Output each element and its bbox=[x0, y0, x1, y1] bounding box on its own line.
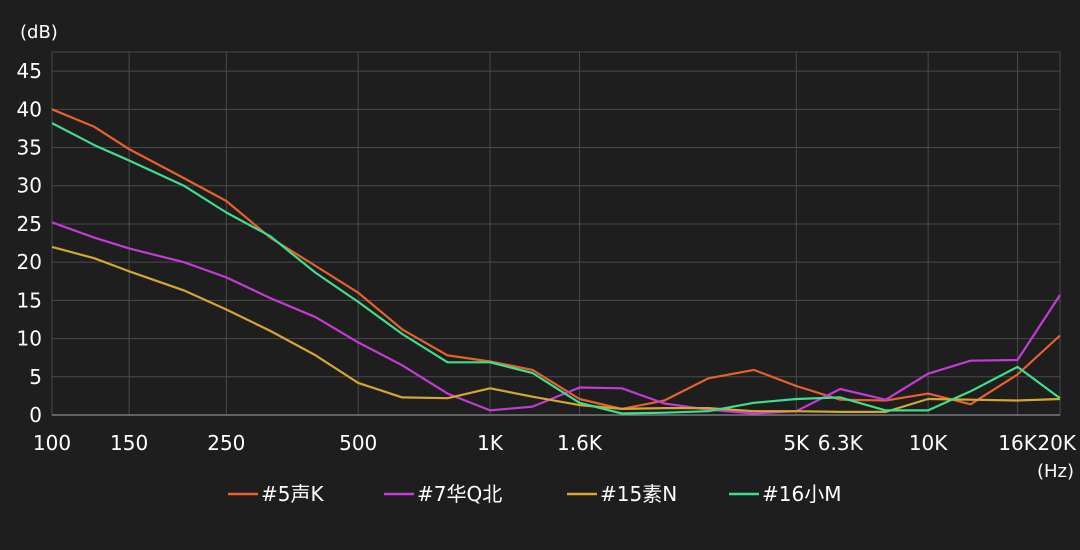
y-tick-label: 35 bbox=[17, 136, 42, 160]
x-tick-label: 20K bbox=[1037, 431, 1076, 455]
y-tick-label: 25 bbox=[17, 212, 42, 236]
y-tick-label: 40 bbox=[17, 97, 42, 121]
x-tick-label: 16K bbox=[998, 431, 1037, 455]
y-axis-label: (dB) bbox=[20, 22, 58, 43]
x-tick-labels: 100 150 250 500 1K 1.6K 5K 6.3K 10K 16K 20K bbox=[33, 431, 1077, 455]
x-tick-label: 150 bbox=[110, 431, 148, 455]
legend-label: #16小M bbox=[762, 482, 841, 506]
legend-label: #5声K bbox=[261, 482, 324, 506]
y-tick-labels: 0 5 10 15 20 25 30 35 40 45 bbox=[17, 59, 42, 427]
legend-label: #7华Q北 bbox=[417, 482, 502, 506]
legend-item: #15素N bbox=[567, 482, 677, 506]
series-line-1 bbox=[51, 108, 1061, 410]
y-tick-label: 0 bbox=[29, 403, 42, 427]
series-line-2 bbox=[51, 221, 1061, 415]
grid bbox=[51, 51, 1061, 416]
x-tick-label: 6.3K bbox=[818, 431, 864, 455]
legend-item: #16小M bbox=[729, 482, 841, 506]
x-tick-label: 10K bbox=[909, 431, 948, 455]
y-tick-label: 30 bbox=[17, 174, 42, 198]
x-axis-label: (Hz) bbox=[1037, 461, 1074, 482]
y-tick-label: 45 bbox=[17, 59, 42, 83]
y-tick-label: 5 bbox=[29, 365, 42, 389]
x-tick-label: 250 bbox=[207, 431, 245, 455]
x-tick-label: 500 bbox=[339, 431, 377, 455]
series-line-4 bbox=[51, 122, 1061, 415]
y-tick-label: 10 bbox=[17, 327, 42, 351]
x-tick-label: 5K bbox=[783, 431, 810, 455]
series-lines bbox=[51, 108, 1061, 415]
legend-label: #15素N bbox=[600, 482, 677, 506]
x-tick-label: 1K bbox=[477, 431, 504, 455]
legend: #5声K #7华Q北 #15素N #16小M bbox=[228, 482, 841, 506]
y-tick-label: 15 bbox=[17, 288, 42, 312]
plot-frame bbox=[51, 51, 1061, 416]
legend-item: #5声K bbox=[228, 482, 324, 506]
y-tick-label: 20 bbox=[17, 250, 42, 274]
x-tick-label: 100 bbox=[33, 431, 71, 455]
x-tick-label: 1.6K bbox=[557, 431, 603, 455]
legend-item: #7华Q北 bbox=[384, 482, 502, 506]
